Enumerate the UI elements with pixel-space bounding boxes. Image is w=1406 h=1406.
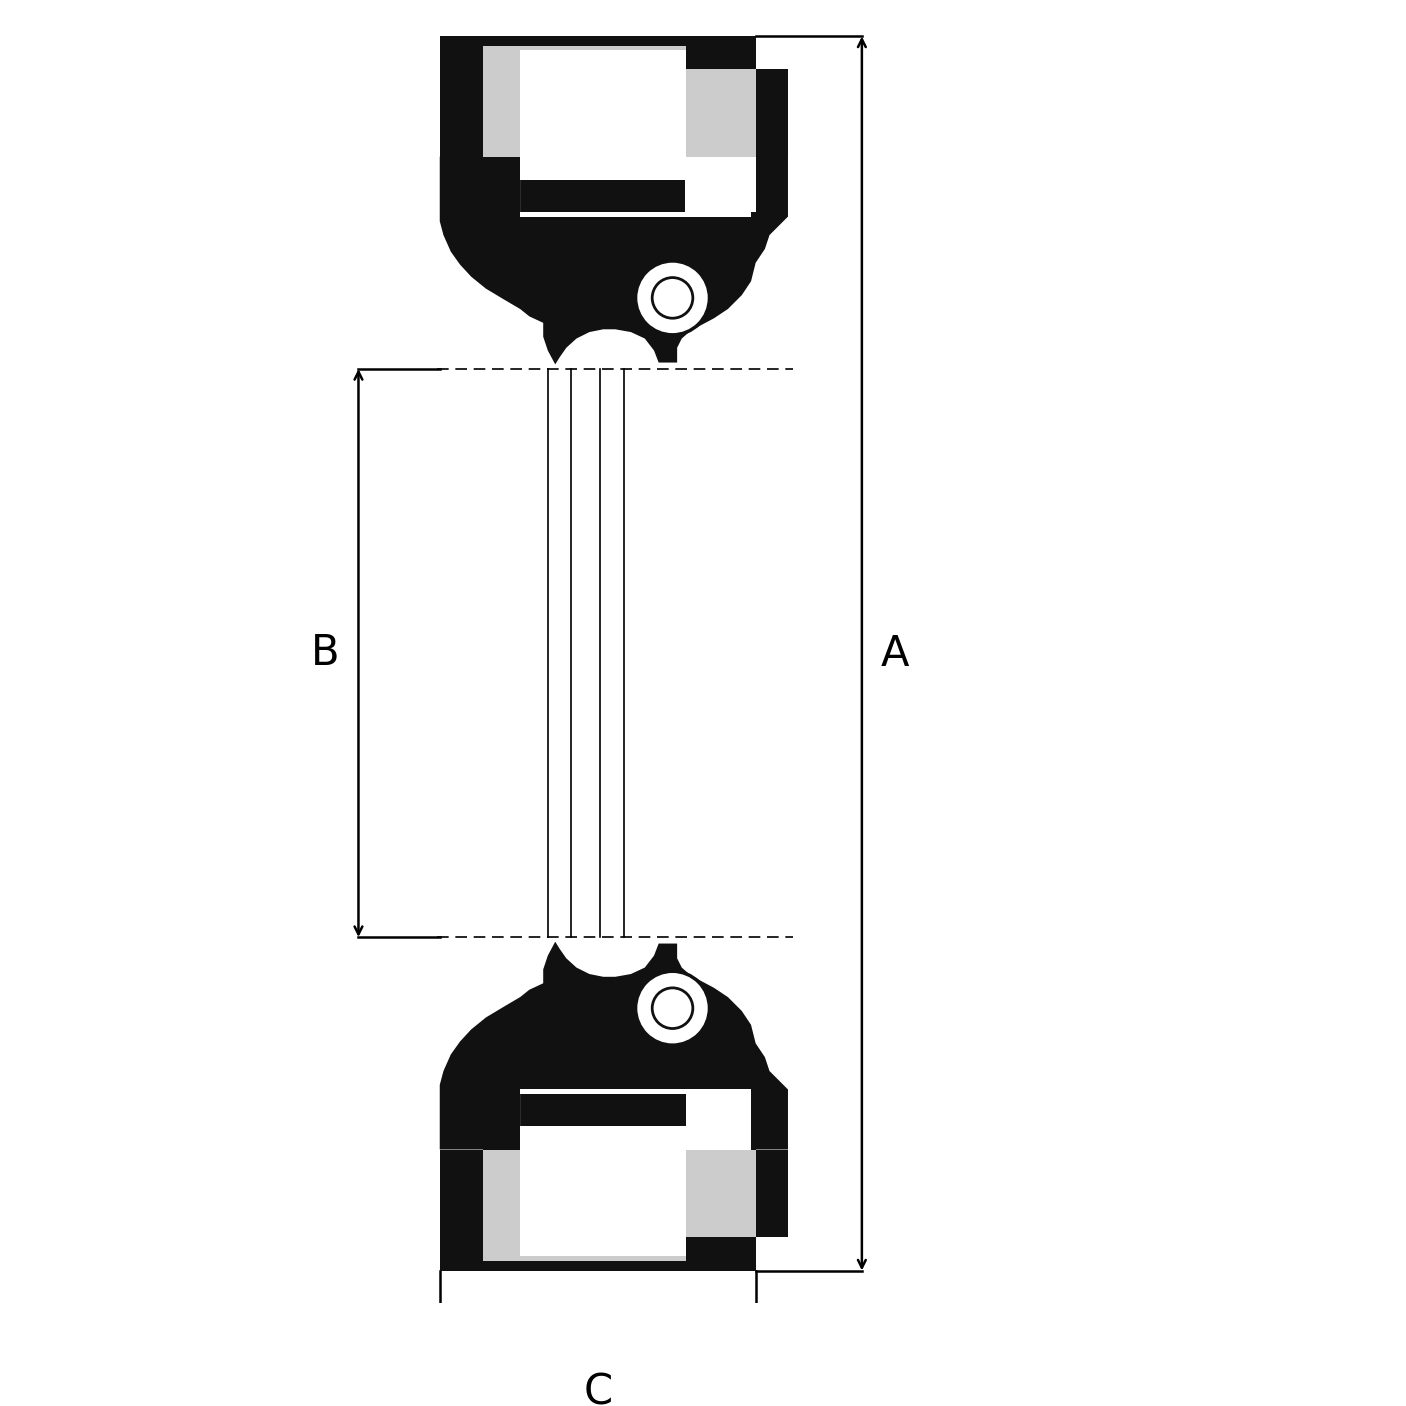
Polygon shape — [520, 156, 751, 217]
Polygon shape — [520, 1126, 686, 1256]
Polygon shape — [440, 156, 787, 364]
Text: A: A — [880, 633, 908, 675]
Circle shape — [652, 277, 693, 318]
Text: C: C — [583, 1371, 612, 1406]
Polygon shape — [440, 942, 787, 1150]
Polygon shape — [484, 1126, 755, 1261]
Polygon shape — [520, 1090, 751, 1150]
Polygon shape — [520, 51, 686, 180]
Circle shape — [652, 988, 693, 1029]
Text: B: B — [311, 633, 340, 673]
Polygon shape — [440, 1094, 787, 1271]
Polygon shape — [484, 46, 755, 180]
Circle shape — [636, 972, 710, 1045]
Polygon shape — [440, 37, 787, 212]
Polygon shape — [523, 156, 755, 212]
Circle shape — [636, 262, 710, 335]
